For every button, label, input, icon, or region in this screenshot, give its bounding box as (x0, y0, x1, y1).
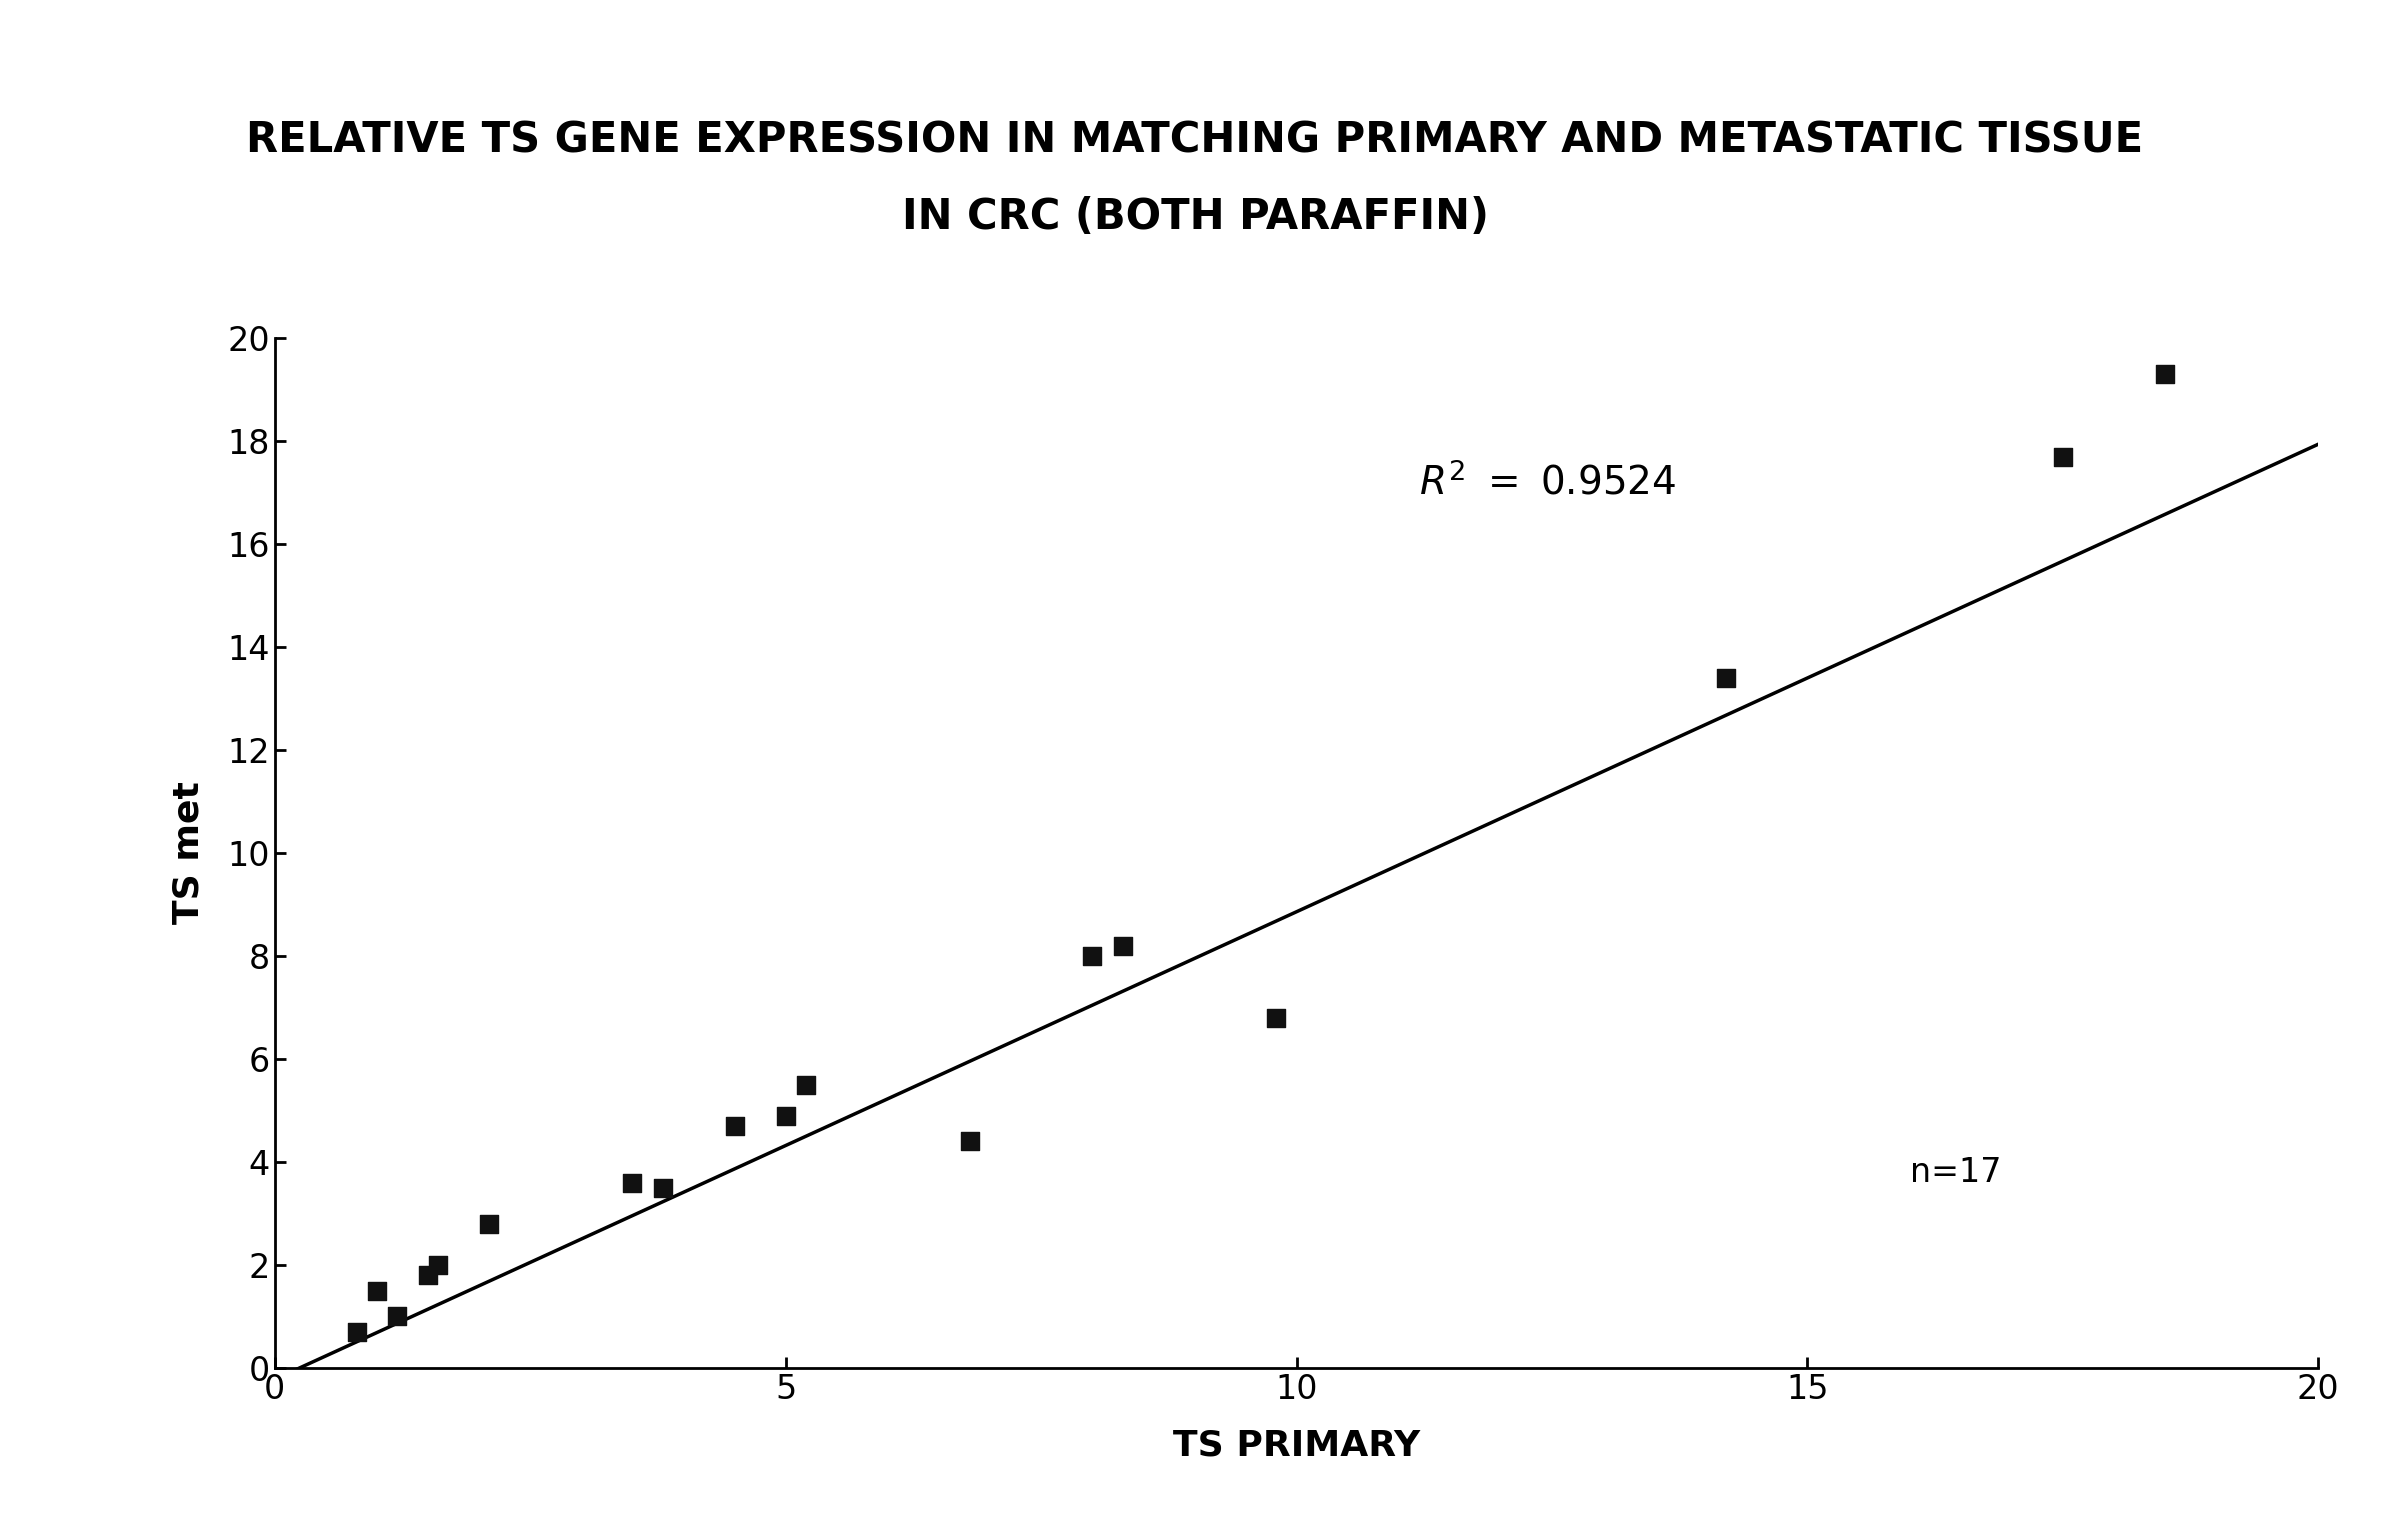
Point (786, 1073, 825, 1097)
Y-axis label: TS met: TS met (172, 782, 206, 924)
Point (409, 1263, 447, 1288)
Point (1073, 944, 1111, 968)
Point (1104, 933, 1142, 958)
Text: IN CRC (BOTH PARAFFIN): IN CRC (BOTH PARAFFIN) (901, 197, 1489, 238)
Point (2146, 361, 2184, 386)
Point (418, 1253, 456, 1277)
Point (358, 1279, 397, 1303)
Point (1257, 1005, 1295, 1030)
Point (951, 1130, 989, 1154)
Text: $R^2\ =\ 0.9524$: $R^2\ =\ 0.9524$ (1420, 463, 1675, 503)
X-axis label: TS PRIMARY: TS PRIMARY (1173, 1428, 1420, 1462)
Point (643, 1176, 681, 1200)
Text: RELATIVE TS GENE EXPRESSION IN MATCHING PRIMARY AND METASTATIC TISSUE: RELATIVE TS GENE EXPRESSION IN MATCHING … (246, 120, 2144, 161)
Point (378, 1303, 416, 1328)
Point (1706, 666, 1745, 690)
Point (715, 1114, 753, 1139)
Point (614, 1170, 652, 1194)
Point (337, 1320, 375, 1345)
Point (2043, 444, 2082, 469)
Text: n=17: n=17 (1910, 1156, 2000, 1188)
Point (471, 1211, 509, 1236)
Point (767, 1104, 805, 1128)
